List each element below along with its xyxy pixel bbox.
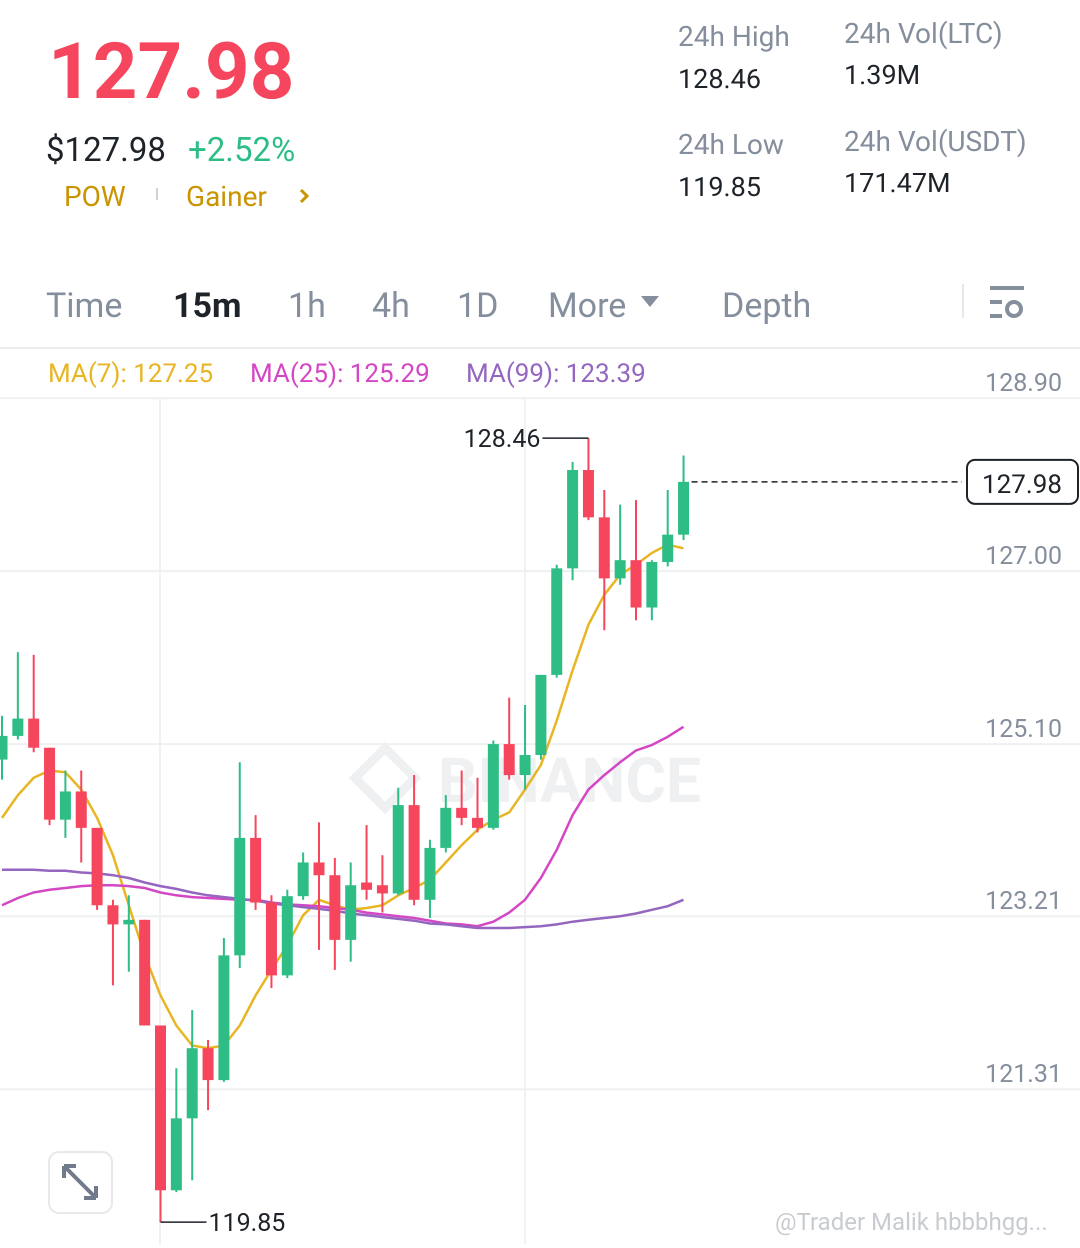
tab[interactable]: 15m (173, 286, 241, 326)
usd-price: $127.98 (46, 131, 166, 170)
stat-value: 128.46 (678, 63, 761, 95)
tab[interactable]: 4h (372, 286, 410, 326)
candle-body (503, 744, 515, 776)
candle-body (234, 837, 246, 956)
candle-body (408, 805, 420, 900)
candle-body (28, 718, 40, 748)
candle-body (297, 862, 309, 897)
candle-body (630, 560, 642, 608)
candle-body (12, 718, 24, 736)
candle-body (345, 885, 357, 940)
ma-line (0, 543, 684, 1050)
tag[interactable]: Gainer (186, 180, 267, 213)
stat-value: 119.85 (678, 171, 761, 203)
candle-body (202, 1048, 214, 1081)
settings-icon[interactable] (990, 286, 1024, 318)
price-box (966, 458, 1079, 505)
ma-line (2, 868, 684, 930)
candle-body (281, 896, 293, 976)
candle-body (535, 674, 547, 756)
legend-entry: MA(99): 123.39 (466, 359, 646, 389)
stat-value: 1.39M (844, 59, 920, 91)
watermark-logo (348, 741, 422, 815)
y-tick-label: 127.00 (985, 542, 1062, 571)
candle-body (123, 919, 135, 925)
dropdown-arrow (641, 296, 659, 307)
last-price: 127.98 (48, 27, 294, 118)
candle-body (614, 560, 626, 579)
candle-body (646, 561, 658, 608)
legend-entry: MA(7): 127.25 (48, 359, 213, 389)
tab[interactable]: More (548, 286, 626, 326)
expand-button[interactable] (48, 1151, 113, 1214)
low-marker-label: 119.85 (209, 1209, 286, 1238)
candle-body (218, 955, 230, 1081)
chevron (299, 188, 310, 204)
candle-body (519, 755, 531, 776)
price-label: 127.98 (982, 470, 1062, 500)
stat-label: 24h High (678, 20, 790, 53)
candle-body (250, 837, 262, 903)
candle-body (265, 902, 277, 976)
stat-label: 24h Vol(USDT) (844, 125, 1027, 158)
tab[interactable]: 1h (288, 286, 326, 326)
stat-value: 171.47M (844, 167, 951, 199)
candle-body (75, 791, 87, 828)
candle-body (392, 805, 404, 894)
candle-body (376, 885, 388, 894)
high-marker-label: 128.46 (464, 425, 541, 454)
candle-body (678, 481, 690, 535)
tab[interactable]: 1D (457, 286, 498, 326)
y-tick-label: 123.21 (985, 887, 1062, 916)
stat-label: 24h Low (678, 128, 784, 161)
y-tick-label: 128.90 (985, 369, 1062, 398)
ma-line (1, 725, 685, 928)
credit-watermark: @Trader Malik hbbbhgg... (775, 1208, 1048, 1236)
candle-body (551, 568, 563, 675)
tag[interactable]: POW (64, 180, 126, 213)
y-tick-label: 125.10 (985, 715, 1062, 744)
watermark: BINANCE (438, 745, 701, 818)
stat-label: 24h Vol(LTC) (844, 17, 1003, 50)
candle-body (424, 847, 436, 900)
candle-body (155, 1025, 166, 1191)
candle-body (487, 744, 499, 828)
candle-body (59, 791, 71, 820)
candle-body (567, 470, 579, 569)
candle-body (91, 827, 103, 906)
candle-body (186, 1048, 198, 1119)
candle-body (456, 807, 468, 818)
tab[interactable]: Time (46, 286, 122, 326)
price-change: +2.52% (188, 131, 295, 170)
candle-body (139, 919, 151, 1026)
candle-body (329, 875, 341, 940)
tab[interactable]: Depth (722, 286, 811, 326)
candle-body (598, 517, 610, 579)
candle-body (361, 882, 373, 890)
candle-body (170, 1118, 182, 1191)
candle-body (0, 735, 8, 760)
legend-entry: MA(25): 125.29 (250, 359, 430, 389)
candle-body (313, 862, 325, 876)
candle-body (440, 807, 452, 848)
candle-body (107, 905, 119, 925)
candle-body (472, 817, 483, 828)
candle-body (44, 747, 56, 820)
candle-body (662, 534, 674, 562)
candle-body (582, 470, 594, 518)
y-tick-label: 121.31 (985, 1060, 1062, 1089)
